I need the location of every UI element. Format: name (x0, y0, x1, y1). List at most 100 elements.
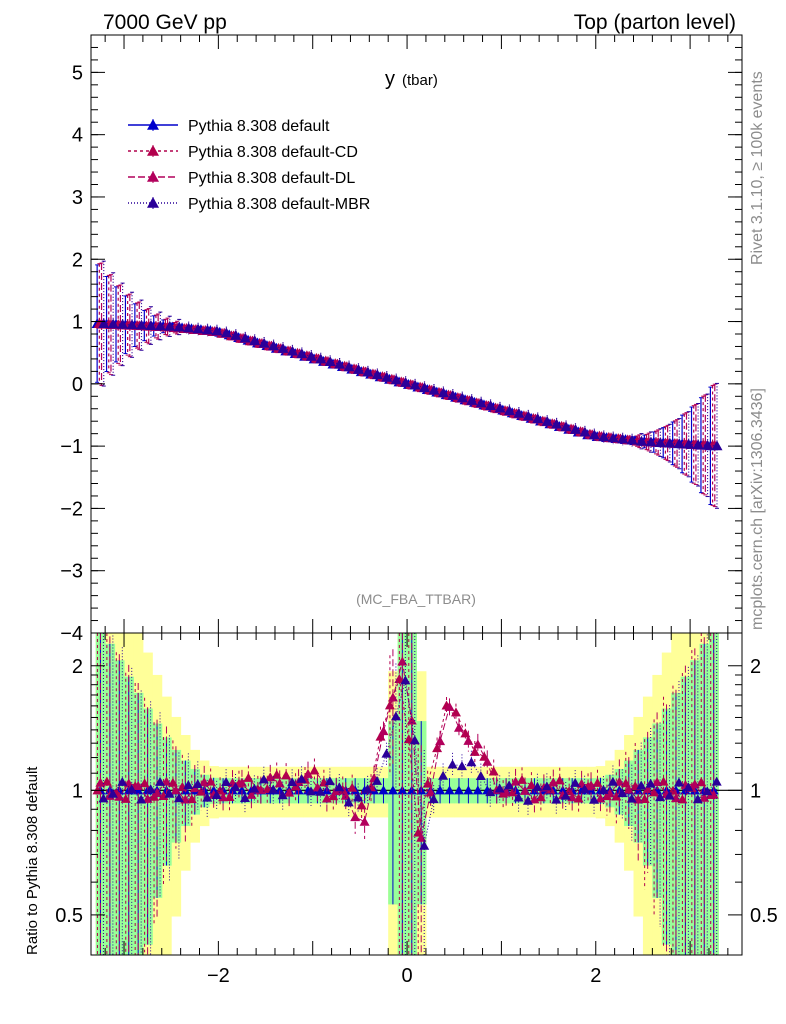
main-series-3 (98, 260, 723, 509)
ratio-data-point (475, 771, 486, 781)
ratio-data-point (532, 781, 543, 791)
ratio-data-layer (91, 633, 742, 955)
main-data-point (673, 438, 685, 449)
main-data-point (664, 437, 676, 448)
ratio-data-point (126, 784, 137, 794)
main-y-tick-label: −1 (60, 436, 83, 458)
main-data-point (466, 394, 478, 405)
ratio-data-point (306, 786, 316, 796)
ratio-series-line (100, 661, 714, 838)
main-y-tick-label: −3 (60, 561, 83, 583)
ratio-data-point (432, 743, 443, 753)
ratio-data-point (683, 782, 694, 792)
ratio-x-ticks: −2 0 2 (104, 633, 729, 987)
main-y-tick-label: 5 (72, 62, 83, 84)
main-data-point (541, 415, 553, 426)
ratio-data-point (450, 707, 461, 717)
main-data-point (617, 433, 629, 444)
ratio-data-point (202, 792, 213, 802)
ratio-series-2 (98, 633, 722, 955)
ratio-data-point (95, 777, 106, 787)
ratio-data-point (438, 770, 449, 780)
main-data-point (239, 332, 251, 343)
ratio-data-point (673, 777, 684, 787)
ratio-panel: 2 2 1 1 0.5 0.5 −2 0 2 Ratio to Pythia 8.308 de… (24, 632, 778, 987)
legend-marker (147, 119, 159, 130)
ratio-data-point (419, 840, 430, 850)
main-data-point (560, 421, 572, 432)
main-data-layer (91, 260, 723, 509)
ratio-data-point (400, 675, 411, 685)
ratio-data-point (586, 780, 597, 790)
ratio-x-tick-label: 2 (590, 965, 601, 987)
main-data-point (711, 440, 723, 451)
ratio-data-point (239, 793, 250, 803)
ratio-data-point (645, 778, 656, 788)
main-y-tick-label: 4 (72, 125, 83, 147)
main-data-point (352, 363, 364, 374)
ratio-data-point (315, 786, 326, 796)
ratio-y-tick-label-right: 0.5 (750, 905, 778, 927)
main-data-point (211, 325, 223, 336)
main-data-point (569, 423, 581, 434)
main-data-point (607, 432, 619, 443)
side-label-top: Rivet 3.1.10, ≥ 100k events (749, 71, 766, 265)
main-data-point (456, 392, 468, 403)
ratio-data-point (579, 784, 590, 794)
main-panel: 5 4 3 2 1 0 −1 −2 −3 −4 y (tbar) (MC_FBA_TTBAR) P… (60, 34, 743, 645)
analysis-annotation: (MC_FBA_TTBAR) (356, 591, 476, 607)
main-data-point (598, 431, 610, 442)
ratio-data-point (277, 790, 288, 800)
ratio-data-point (347, 782, 358, 792)
main-data-point (654, 437, 666, 447)
main-data-point (98, 318, 110, 329)
legend-label: Pythia 8.308 default-MBR (188, 196, 370, 213)
main-data-point (522, 410, 534, 421)
main-y-tick-label: 1 (72, 312, 83, 334)
main-y-tick-label: 2 (72, 249, 83, 271)
main-data-point (532, 413, 544, 424)
ratio-data-point (296, 773, 307, 783)
main-y-tick-label: −4 (60, 623, 83, 645)
ratio-data-point (381, 748, 392, 758)
ratio-data-point (236, 785, 247, 795)
ratio-data-point (230, 782, 241, 792)
ratio-y-tick-label-right: 2 (750, 656, 761, 678)
header-right: Top (parton level) (574, 11, 736, 34)
main-data-point (503, 405, 515, 416)
ratio-y-ticks: 2 2 1 1 0.5 0.5 (55, 656, 778, 927)
ratio-y-tick-label: 2 (72, 656, 83, 678)
ratio-data-point (384, 700, 395, 710)
ratio-data-point (447, 759, 458, 769)
ratio-data-point (711, 776, 722, 786)
ratio-data-point (164, 788, 175, 798)
ratio-data-point (435, 785, 446, 795)
main-data-point (494, 402, 506, 413)
main-data-point (145, 320, 157, 330)
ratio-data-point (359, 816, 370, 826)
main-data-point (135, 319, 147, 330)
legend-label: Pythia 8.308 default-CD (188, 144, 358, 161)
main-data-point (390, 374, 402, 385)
ratio-x-tick-label: 0 (402, 965, 413, 987)
ratio-data-point (353, 792, 364, 802)
ratio-data-point (324, 776, 335, 786)
plot-title: y (385, 68, 395, 90)
main-data-point (154, 320, 166, 331)
main-data-point (400, 377, 412, 387)
main-data-point (305, 350, 317, 361)
ratio-data-point (139, 778, 150, 788)
ratio-x-tick-label: −2 (207, 965, 230, 987)
main-data-point (343, 361, 355, 372)
main-y-tick-label: −2 (60, 498, 83, 520)
main-data-point (202, 324, 214, 335)
ratio-y-tick-label-right: 1 (750, 780, 761, 802)
side-label-bottom: mcplots.cern.ch [arXiv:1306.3436] (749, 388, 766, 630)
legend: Pythia 8.308 default Pythia 8.308 default… (128, 118, 370, 213)
main-y-tick-label: 3 (72, 187, 83, 209)
main-data-point (126, 319, 138, 330)
ratio-y-axis-label: Ratio to Pythia 8.308 default (24, 766, 41, 955)
main-data-point (428, 384, 440, 395)
header-left: 7000 GeV pp (103, 11, 227, 34)
